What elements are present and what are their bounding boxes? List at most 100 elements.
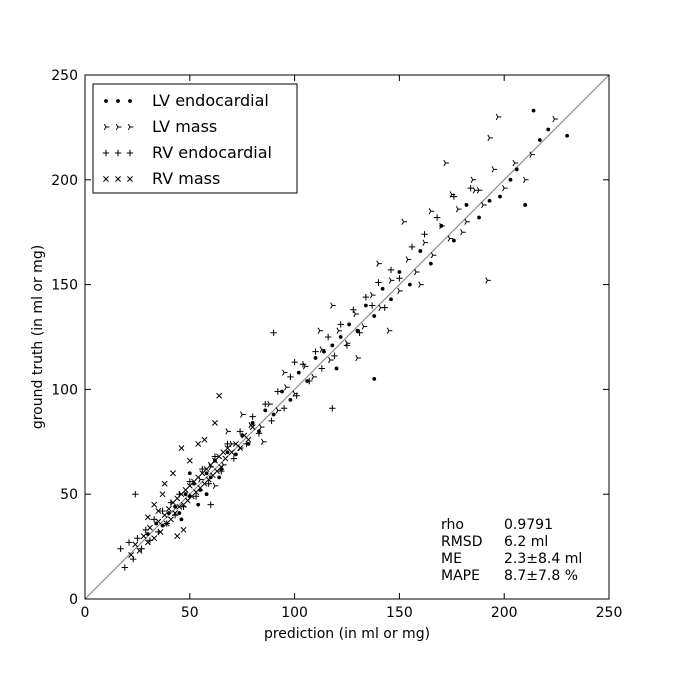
data-point (552, 115, 558, 123)
data-point (368, 302, 376, 309)
data-point (329, 405, 336, 412)
stat-value-rmsd: 6.2 ml (504, 534, 548, 550)
y-axis-label: ground truth (in ml or mg) (30, 245, 46, 429)
series-lv-endocardial (145, 108, 569, 536)
legend-marker (102, 149, 110, 157)
legend-marker (115, 176, 121, 182)
data-point (439, 222, 445, 230)
data-point (128, 552, 135, 558)
data-point (450, 193, 458, 200)
data-point (370, 291, 376, 299)
data-point (330, 302, 336, 309)
series-rv-mass (128, 392, 256, 558)
data-point (495, 113, 502, 121)
data-point (421, 231, 428, 238)
data-point (546, 127, 551, 132)
data-point (201, 436, 208, 443)
data-point (343, 342, 351, 349)
data-point (324, 333, 332, 341)
data-point (187, 471, 192, 476)
data-point (204, 471, 209, 476)
legend-label-rv-endocardial: RV endocardial (152, 143, 272, 162)
data-point (565, 133, 569, 138)
data-point (117, 545, 124, 552)
data-points-layer (117, 108, 569, 571)
data-point (414, 268, 420, 276)
data-point (389, 297, 393, 302)
data-point (487, 198, 492, 203)
data-point (212, 482, 219, 489)
data-point (407, 282, 412, 287)
data-point (275, 407, 282, 414)
data-point (217, 475, 222, 480)
data-point (195, 440, 202, 447)
legend: LV endocardial LV mass RV endocardial RV… (92, 83, 298, 194)
data-point (467, 184, 474, 192)
data-point (262, 400, 269, 408)
legend-marker (115, 123, 122, 131)
data-point (166, 511, 171, 515)
x-tick-label: 200 (491, 605, 518, 621)
data-point (376, 260, 382, 267)
data-point (155, 508, 162, 514)
data-point (132, 491, 139, 498)
data-point (167, 516, 174, 523)
data-point (362, 293, 370, 301)
data-point (218, 467, 225, 475)
data-point (211, 419, 218, 426)
data-point (134, 535, 141, 542)
data-point (296, 370, 301, 375)
data-point (401, 218, 407, 225)
legend-marker (128, 99, 132, 103)
data-point (487, 134, 493, 142)
data-point (293, 392, 300, 399)
data-point (274, 388, 282, 395)
x-tick-label: 150 (386, 605, 413, 621)
legend-label-lv-endocardial: LV endocardial (152, 91, 269, 110)
data-point (204, 492, 209, 497)
data-point (363, 303, 368, 308)
data-point (418, 281, 424, 288)
stat-value-rho: 0.9791 (504, 517, 553, 533)
data-point (170, 470, 176, 477)
data-point (199, 465, 206, 473)
data-point (211, 453, 219, 460)
data-point (186, 478, 193, 485)
legend-markers (102, 99, 134, 182)
data-point (224, 440, 231, 448)
data-point (381, 304, 388, 311)
stat-key-me: ME (441, 551, 462, 567)
data-point (161, 480, 168, 487)
data-point (397, 270, 402, 274)
data-point (356, 329, 363, 337)
data-point (430, 252, 437, 259)
data-point (514, 167, 519, 172)
data-point (350, 306, 357, 313)
data-point (322, 349, 326, 354)
data-point (234, 452, 238, 457)
data-point (485, 277, 491, 284)
legend-marker (127, 176, 133, 182)
data-point (498, 194, 502, 199)
data-point (280, 405, 288, 412)
data-point (255, 430, 263, 437)
data-point (355, 354, 361, 362)
data-point (470, 176, 477, 183)
data-point (336, 327, 343, 334)
legend-marker (126, 149, 134, 157)
data-point (281, 369, 288, 376)
data-point (192, 493, 200, 500)
data-point (258, 423, 265, 431)
data-point (288, 397, 293, 402)
data-point (147, 524, 153, 531)
data-point (172, 510, 179, 517)
data-point (428, 208, 435, 215)
identity-line (84, 74, 610, 600)
data-point (291, 358, 298, 366)
data-point (396, 275, 403, 282)
data-point (477, 215, 481, 220)
data-point (160, 523, 165, 528)
data-point (165, 505, 172, 512)
data-point (353, 310, 359, 318)
data-point (230, 455, 238, 462)
